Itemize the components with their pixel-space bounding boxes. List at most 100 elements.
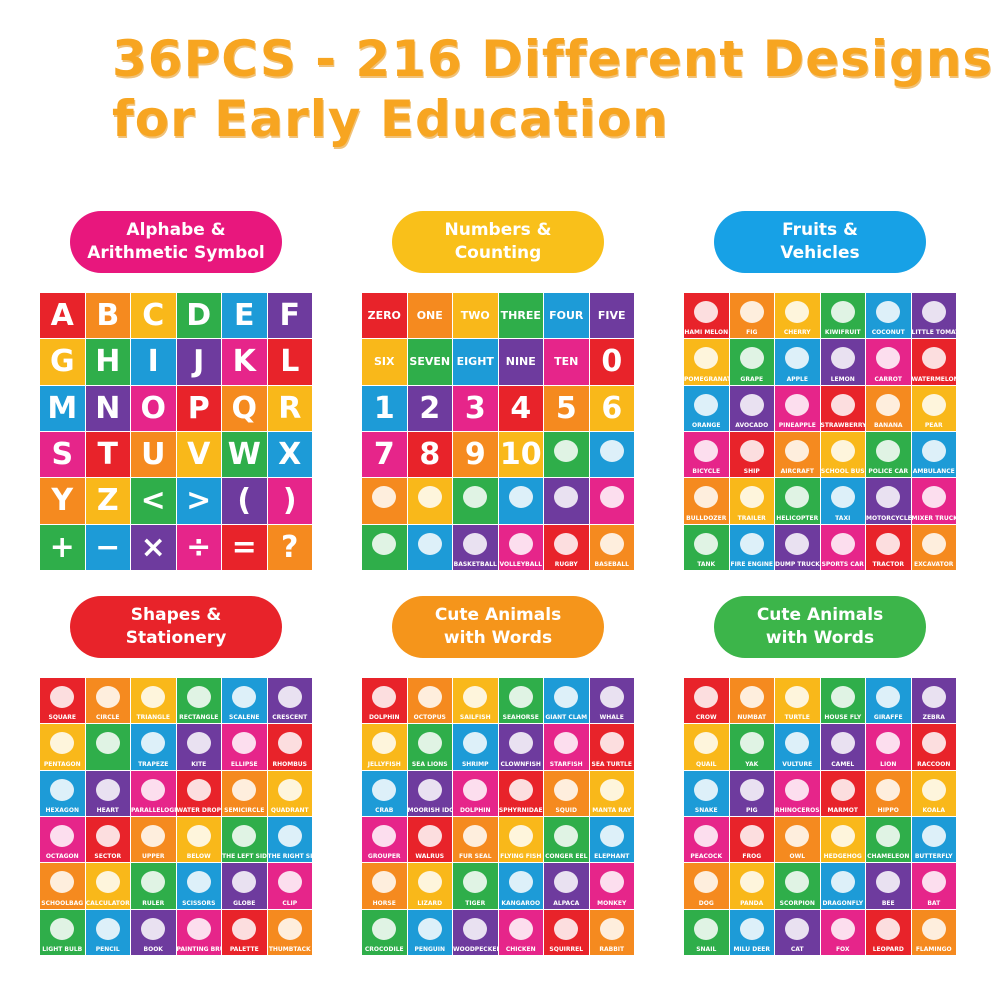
card-picture <box>921 393 946 416</box>
card-label: HELICOPTER <box>776 514 819 522</box>
card-picture <box>739 732 764 755</box>
card: ) <box>267 478 312 524</box>
card: FLAMINGO <box>911 909 956 955</box>
card-label: HIPPO <box>877 806 899 814</box>
card-label: TRACTOR <box>872 560 905 568</box>
card: NUMBAT <box>729 678 774 724</box>
card-picture <box>694 486 719 509</box>
card: TRAILER <box>729 478 774 524</box>
card-picture <box>694 393 719 416</box>
badge-text: Arithmetic Symbol <box>87 243 265 263</box>
card-picture <box>186 778 211 801</box>
card: PEACOCK <box>684 816 729 863</box>
card: CARROT <box>866 339 911 385</box>
card: T <box>85 431 130 478</box>
card-word: SEVEN <box>409 355 451 369</box>
card: ONE <box>407 293 452 339</box>
card: MIXER TRUCK <box>911 478 956 524</box>
card-label: BUTTERFLY <box>914 853 953 861</box>
card-label: APPLE <box>786 375 808 383</box>
card: CALCULATOR <box>85 863 130 909</box>
card-label: EXCAVATOR <box>914 560 954 568</box>
card: BICYCLE <box>684 431 729 478</box>
card-label: THUMBTACK <box>268 945 311 953</box>
card: FROG <box>729 816 774 863</box>
card-label: PARALLELOGRAM <box>131 806 176 814</box>
card-label: RUGBY <box>554 560 578 568</box>
card-word: ZERO <box>367 309 401 323</box>
card-symbol: 8 <box>419 437 441 473</box>
card-symbol: I <box>147 344 159 380</box>
card: 10 <box>498 431 543 478</box>
category-badge: Cute Animals with Words <box>714 596 926 658</box>
card: ( <box>222 478 267 524</box>
card-symbol: B <box>96 298 120 334</box>
card-label: CLOWNFISH <box>500 760 541 768</box>
card-word: NINE <box>505 355 536 369</box>
category-badge: Alphabe & Arithmetic Symbol <box>70 211 282 273</box>
card: TRIANGLE <box>131 678 176 724</box>
card-picture <box>694 347 719 370</box>
card-label: BICYCLE <box>692 468 721 476</box>
card-label: FLAMINGO <box>915 945 952 953</box>
card-picture <box>50 732 75 755</box>
card-label: MARMOT <box>827 806 858 814</box>
card: GIRAFFE <box>866 678 911 724</box>
card: TRAPEZE <box>131 724 176 770</box>
card-label: JELLYFISH <box>367 760 401 768</box>
card-picture <box>95 871 120 894</box>
card: HEDGEHOG <box>820 816 865 863</box>
card <box>453 478 498 524</box>
card-symbol: ( <box>237 483 252 519</box>
card-label: HEXAGON <box>45 806 79 814</box>
card-picture <box>739 440 764 463</box>
title-line: 36PCS - 216 Different Designs <box>112 30 994 88</box>
card: ZERO <box>362 293 407 339</box>
card-label: GIANT CLAM <box>545 714 588 722</box>
card: W <box>222 431 267 478</box>
card-label: SPORTS CAR <box>821 560 864 568</box>
badge-text: Cute Animals <box>756 605 884 625</box>
card-label: VOLLEYBALL <box>499 560 543 568</box>
card-picture <box>417 686 442 709</box>
card-label: BANANA <box>873 421 903 429</box>
card <box>362 478 407 524</box>
card: MILU DEER <box>729 909 774 955</box>
card-grid: SQUARE CIRCLE TRIANGLE RECTANGLE SCALENE CRES… <box>40 678 312 955</box>
card-picture <box>417 732 442 755</box>
card: PANDA <box>729 863 774 909</box>
card-label: SECTOR <box>94 853 122 861</box>
card: FLYING FISH <box>498 816 543 863</box>
card-label: STRAWBERRY <box>820 421 866 429</box>
card: BAT <box>911 863 956 909</box>
card-picture <box>921 347 946 370</box>
card-label: NUMBAT <box>737 714 767 722</box>
card: 9 <box>453 431 498 478</box>
card-picture <box>508 732 533 755</box>
card-picture <box>785 778 810 801</box>
card-picture <box>785 440 810 463</box>
card: CIRCLE <box>85 678 130 724</box>
card-label: BULLDOZER <box>686 514 727 522</box>
card-picture <box>739 347 764 370</box>
card-picture <box>785 917 810 940</box>
card: SEA LIONS <box>407 724 452 770</box>
card: COCONUT <box>866 293 911 339</box>
card-picture <box>232 871 257 894</box>
card: GLOBE <box>222 863 267 909</box>
card: TURTLE <box>775 678 820 724</box>
card-picture <box>739 486 764 509</box>
card-label: TRAILER <box>737 514 766 522</box>
card-symbol: 9 <box>464 437 486 473</box>
card: CAMEL <box>820 724 865 770</box>
card-symbol: H <box>95 344 121 380</box>
card-label: SCHOOL BUS <box>820 468 865 476</box>
card: AIRCRAFT <box>775 431 820 478</box>
card-label: PAINTING BRUSH <box>176 945 222 953</box>
card: ELLIPSE <box>222 724 267 770</box>
card: LITTLE TOMATO <box>911 293 956 339</box>
card: HIPPO <box>866 770 911 816</box>
card-label: SNAKE <box>694 806 718 814</box>
card: I <box>131 339 176 385</box>
card <box>589 478 634 524</box>
